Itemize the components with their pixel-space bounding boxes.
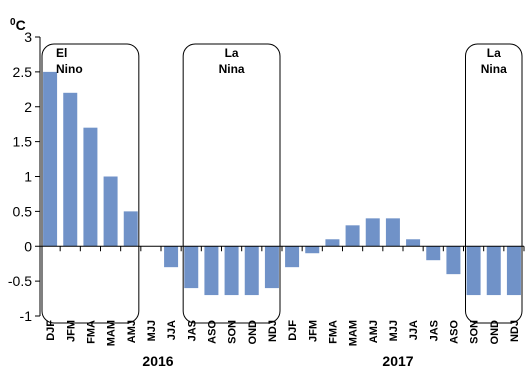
bar xyxy=(224,246,239,296)
x-tick-label: FMA xyxy=(327,320,339,344)
y-tick-label: 0 xyxy=(24,238,32,254)
bar xyxy=(285,246,300,268)
bar xyxy=(466,246,481,296)
annotation-label: Nino xyxy=(56,62,83,76)
x-tick-label: SON xyxy=(469,320,481,344)
bar xyxy=(264,246,279,289)
annotation-label: El xyxy=(56,46,67,60)
x-tick-label: MJJ xyxy=(388,320,400,341)
year-label-2016: 2016 xyxy=(142,353,173,369)
bar xyxy=(204,246,219,296)
y-tick-label: 2.5 xyxy=(13,64,33,80)
x-tick-label: JJA xyxy=(166,320,178,340)
y-tick-label: 2 xyxy=(24,99,32,115)
bar xyxy=(305,246,320,254)
bars xyxy=(43,71,521,296)
x-tick-label: JAS xyxy=(428,320,440,341)
annotation-label: La xyxy=(487,46,501,60)
bar xyxy=(83,127,98,247)
y-tick-label: -1 xyxy=(20,308,33,324)
x-tick-label: OND xyxy=(489,320,501,345)
annotation-label: Nina xyxy=(481,62,507,76)
bar xyxy=(486,246,501,296)
unit-degree: 0 xyxy=(10,17,16,28)
bar xyxy=(164,246,179,268)
annotation-label: Nina xyxy=(219,62,245,76)
bar xyxy=(446,246,461,275)
y-tick-label: -0.5 xyxy=(8,273,32,289)
x-tick-label: FMA xyxy=(85,320,97,344)
x-tick-label: AMJ xyxy=(368,320,380,343)
x-tick-label: JFM xyxy=(307,320,319,342)
bar xyxy=(506,246,521,296)
bar xyxy=(63,92,78,247)
bar xyxy=(103,176,118,247)
x-tick-label: AMJ xyxy=(126,320,138,343)
x-tick-label: JJA xyxy=(408,320,420,340)
x-tick-label: DJF xyxy=(45,320,57,341)
x-tick-label: DJF xyxy=(287,320,299,341)
annotation-box xyxy=(182,43,281,324)
y-tick-label: 1 xyxy=(24,169,32,185)
bar xyxy=(123,211,138,247)
bar xyxy=(426,246,441,261)
bar xyxy=(385,218,400,247)
unit-label: 0C xyxy=(10,17,26,33)
x-tick-label: MJJ xyxy=(146,320,158,341)
x-tick-label: ASO xyxy=(448,320,460,344)
bar xyxy=(184,246,199,289)
x-tick-label: MAM xyxy=(106,320,118,346)
bar xyxy=(244,246,259,296)
x-tick-label: JAS xyxy=(186,320,198,341)
annotation-box xyxy=(41,43,140,324)
bar xyxy=(325,239,340,247)
x-tick-label: JFM xyxy=(65,320,77,342)
y-axis: 3 2.5 2 1.5 1 0.5 0 -0.5 -1 xyxy=(8,29,41,324)
bar xyxy=(43,71,58,247)
annotation-label: La xyxy=(225,46,239,60)
annotation-box xyxy=(465,43,523,324)
bar xyxy=(406,239,421,247)
y-tick-label: 3 xyxy=(24,29,32,45)
x-tick-label: ASO xyxy=(206,320,218,344)
x-tick-label: MAM xyxy=(348,320,360,346)
x-axis: DJF JFM FMA MAM AMJ MJJ JJA JAS ASO SON OND NDJ DJF J… xyxy=(39,246,525,346)
x-tick-label: OND xyxy=(247,320,259,345)
bar xyxy=(365,218,380,247)
y-tick-label: 1.5 xyxy=(13,134,33,150)
x-tick-label: SON xyxy=(227,320,239,344)
year-label-2017: 2017 xyxy=(382,353,413,369)
annotations: El Nino La Nina La Nina xyxy=(41,43,523,324)
bar xyxy=(345,225,360,247)
x-tick-label: NDJ xyxy=(267,320,279,342)
unit-symbol: C xyxy=(16,17,26,33)
y-tick-label: 0.5 xyxy=(13,203,33,219)
x-tick-label: NDJ xyxy=(509,320,521,342)
